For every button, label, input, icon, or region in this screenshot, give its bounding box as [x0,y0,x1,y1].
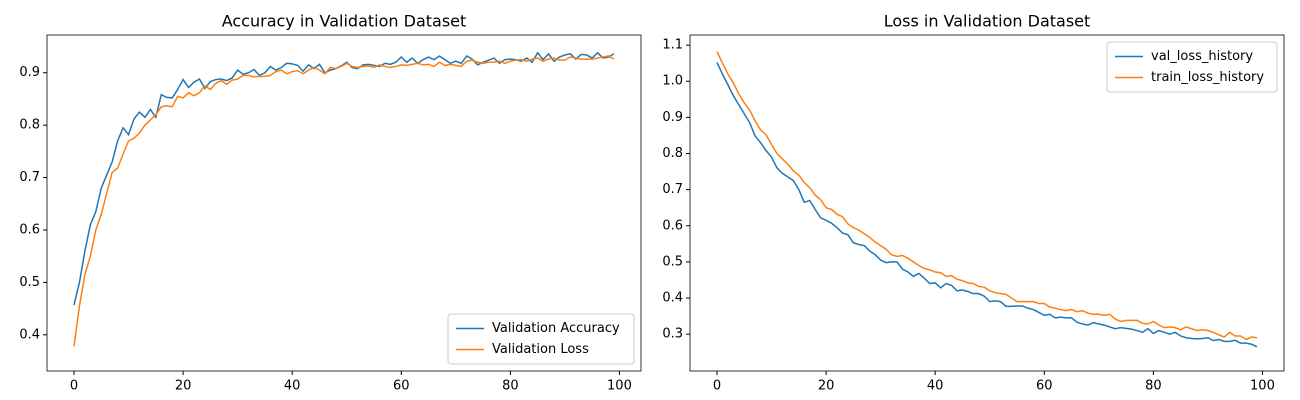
y-tick-label: 0.7 [662,182,683,197]
x-tick-label: 20 [818,379,835,394]
line-series [716,62,1258,348]
y-tick-label: 0.4 [662,291,683,306]
legend: Validation Accuracy Validation Loss [447,313,635,365]
x-tick-label: 100 [1250,379,1275,394]
x-tick-label: 40 [284,379,301,394]
plot-frame [689,34,1285,372]
line-series [716,51,1258,341]
y-tick-label: 1.1 [662,38,683,53]
x-tick-label: 20 [175,379,192,394]
legend-label: val_loss_history [1151,49,1253,64]
y-tick-label: 0.5 [19,275,40,290]
y-tick-label: 0.8 [662,146,683,161]
line-series [73,51,615,306]
y-tick-label: 0.9 [19,65,40,80]
legend-box [1106,41,1278,93]
y-tick-label: 0.4 [19,327,40,342]
x-tick-label: 0 [713,379,721,394]
chart-panel: Loss in Validation Dataset 0 20 40 60 80 100 0.… [662,12,1285,394]
y-tick-label: 0.5 [662,254,683,269]
y-tick-label: 0.6 [19,222,40,237]
line-series [73,55,615,347]
x-tick-label: 60 [1036,379,1053,394]
legend-box [447,313,635,365]
x-tick-label: 80 [502,379,519,394]
y-tick-label: 0.7 [19,170,40,185]
x-tick-label: 100 [607,379,632,394]
chart-title: Loss in Validation Dataset [884,12,1091,31]
legend: val_loss_history train_loss_history [1106,41,1278,93]
chart-panel: Accuracy in Validation Dataset 0 20 40 60 80 1… [19,12,642,394]
x-tick-label: 0 [70,379,78,394]
legend-label: Validation Loss [492,342,589,357]
y-tick-label: 0.8 [19,118,40,133]
chart-title: Accuracy in Validation Dataset [222,12,467,31]
y-tick-label: 1.0 [662,74,683,89]
x-tick-label: 60 [393,379,410,394]
plot-frame [46,34,642,372]
y-tick-label: 0.9 [662,110,683,125]
x-tick-label: 80 [1145,379,1162,394]
legend-label: train_loss_history [1151,70,1264,85]
y-tick-label: 0.3 [662,327,683,342]
y-tick-label: 0.6 [662,218,683,233]
legend-label: Validation Accuracy [492,321,620,336]
x-tick-label: 40 [927,379,944,394]
